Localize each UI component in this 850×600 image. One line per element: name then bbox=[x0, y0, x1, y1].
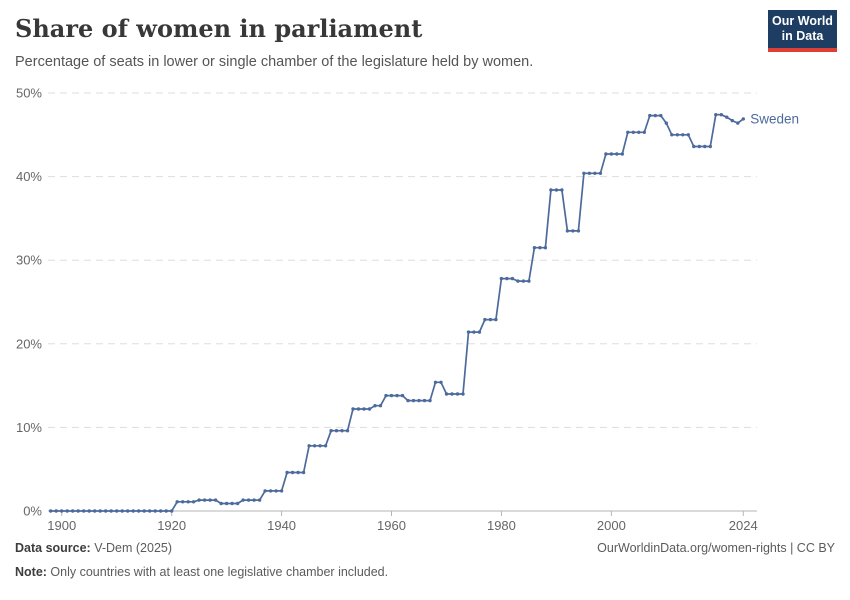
svg-text:1980: 1980 bbox=[487, 518, 516, 533]
svg-text:2000: 2000 bbox=[597, 518, 626, 533]
y-gridlines bbox=[48, 92, 757, 512]
series-label: Sweden bbox=[750, 111, 799, 126]
page-title: Share of women in parliament bbox=[15, 14, 423, 43]
note-value: Only countries with at least one legisla… bbox=[46, 565, 389, 579]
series-line bbox=[50, 113, 744, 512]
note-label: Note: bbox=[15, 565, 47, 579]
data-source-label: Data source: bbox=[15, 541, 91, 555]
data-source-value: V-Dem (2025) bbox=[90, 541, 173, 555]
svg-text:1960: 1960 bbox=[377, 518, 406, 533]
svg-text:1920: 1920 bbox=[157, 518, 186, 533]
svg-text:20%: 20% bbox=[16, 336, 42, 351]
svg-text:50%: 50% bbox=[16, 86, 42, 101]
svg-text:40%: 40% bbox=[16, 169, 42, 184]
owid-logo-line1: Our World bbox=[772, 13, 833, 28]
svg-text:30%: 30% bbox=[16, 253, 42, 268]
series-data-points bbox=[49, 113, 745, 513]
svg-text:2024: 2024 bbox=[729, 518, 758, 533]
svg-text:10%: 10% bbox=[16, 420, 42, 435]
x-axis-labels: 1900 1920 1940 1960 1980 2000 2024 bbox=[47, 518, 757, 533]
owid-logo[interactable]: Our World in Data bbox=[768, 10, 837, 52]
owid-logo-line2: in Data bbox=[781, 29, 824, 43]
y-axis-labels: 0% 10% 20% 30% 40% 50% bbox=[16, 86, 42, 519]
x-axis-ticks bbox=[61, 511, 744, 516]
chart-subtitle: Percentage of seats in lower or single c… bbox=[15, 54, 534, 70]
svg-text:0%: 0% bbox=[23, 504, 42, 519]
owid-url-license[interactable]: OurWorldinData.org/women-rights | CC BY bbox=[597, 541, 835, 555]
note-line: Note: Only countries with at least one l… bbox=[15, 565, 388, 579]
data-source-line: Data source: V-Dem (2025) bbox=[15, 541, 172, 555]
svg-text:1900: 1900 bbox=[47, 518, 76, 533]
svg-text:1940: 1940 bbox=[267, 518, 296, 533]
